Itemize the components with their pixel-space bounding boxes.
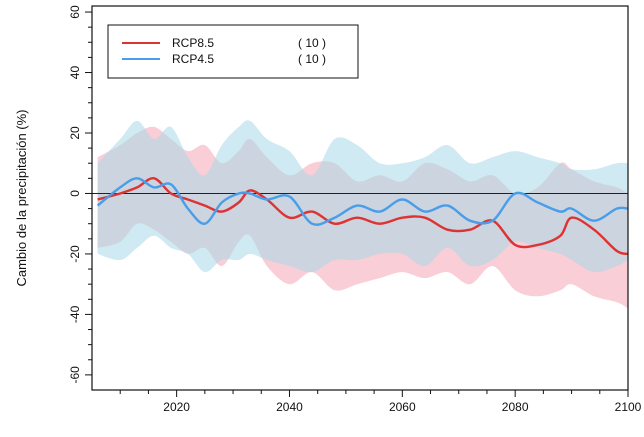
x-tick-label: 2100 [615,400,642,414]
legend-label: RCP4.5 [172,52,214,66]
legend-count: ( 10 ) [298,52,326,66]
legend-label: RCP8.5 [172,36,214,50]
y-axis: 60 40 20 0 -20 -40 -60 [68,5,92,384]
x-tick-label: 2020 [163,400,190,414]
y-tick-label: -60 [68,366,82,384]
line-rcp4-5 [96,177,628,226]
y-tick-label: 40 [68,66,82,80]
x-tick-label: 2040 [276,400,303,414]
x-axis: 2020 2040 2060 2080 2100 [119,390,642,414]
plot-frame [91,5,629,391]
y-tick-label: -20 [68,245,82,263]
y-tick-label: 0 [68,190,82,197]
y-axis-title: Cambio de la precipitación (%) [14,109,29,286]
y-tick-label: 20 [68,126,82,140]
series-lines [96,177,628,256]
legend: RCP8.5 ( 10 ) RCP4.5 ( 10 ) [107,24,359,79]
x-tick-label: 2080 [502,400,529,414]
x-tick-label: 2060 [389,400,416,414]
band-rcp4-5 [97,120,628,273]
y-tick-label: 60 [68,5,82,19]
legend-box [107,24,359,79]
legend-count: ( 10 ) [298,36,326,50]
legend-items: RCP8.5 ( 10 ) RCP4.5 ( 10 ) [122,36,326,66]
uncertainty-bands [97,120,628,309]
y-tick-label: -40 [68,305,82,323]
